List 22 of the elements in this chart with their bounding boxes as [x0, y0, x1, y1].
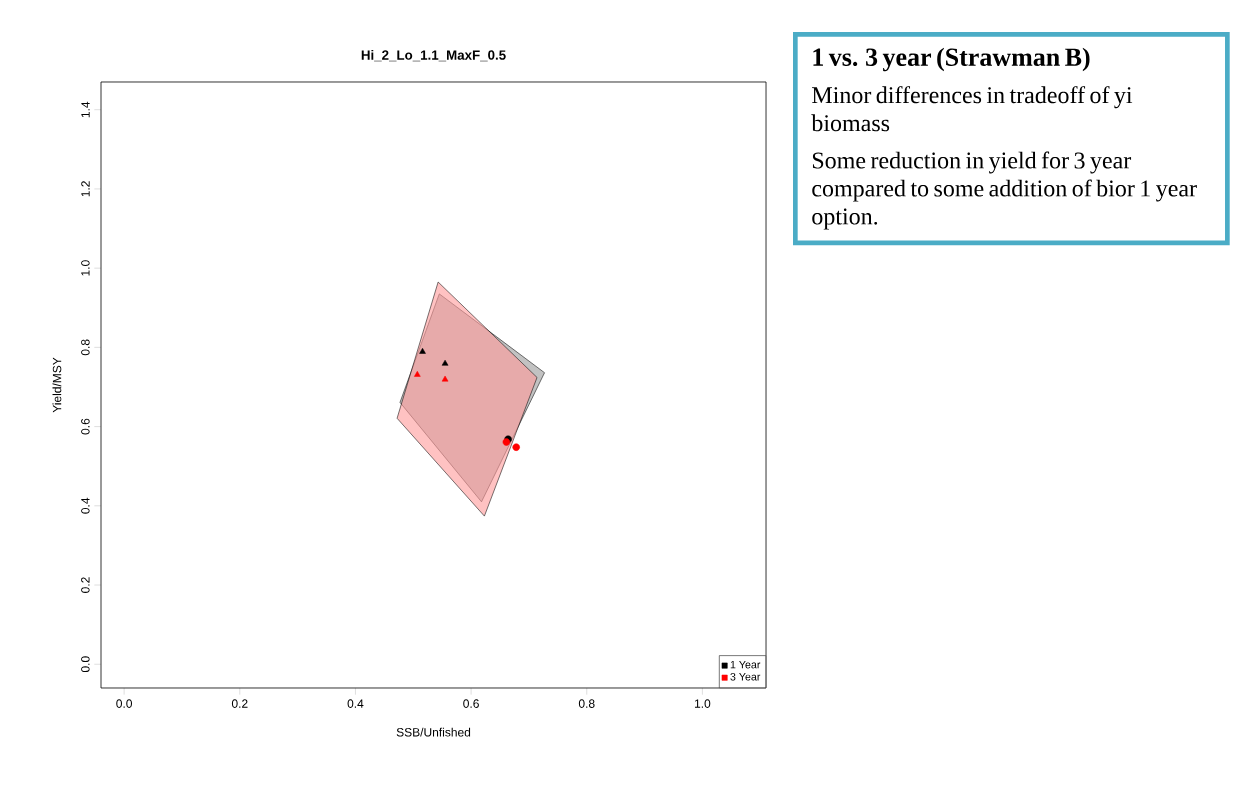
text: Minor differences in tradeoff of yi biomass [811, 86, 1133, 132]
x-tick-label: 0.4 [347, 699, 364, 708]
y-tick-label: 0.2 [81, 577, 90, 593]
y-tick-label: 0.8 [81, 339, 90, 356]
y-tick-label: 0.4 [81, 497, 90, 514]
legend-label: 1 Year [730, 660, 761, 669]
y-tick-label: 1.0 [81, 260, 90, 276]
text: Some reduction in yield for 3 year compared to some addition of bior 1 year option. [812, 151, 1197, 230]
y-axis-title: Yield/MSY [52, 357, 62, 413]
x-tick-label: 0.0 [116, 699, 133, 708]
legend-label: 3 Year [730, 672, 761, 681]
chart-title: Hi_2_Lo_1.1_MaxF_0.5 [361, 49, 506, 62]
x-tick-label: 0.2 [231, 699, 248, 708]
x-tick-label: 0.6 [463, 699, 479, 708]
text: 1 vs. 3 year (Strawman B) [813, 47, 1090, 72]
x-tick-label: 0.8 [578, 699, 595, 708]
y-tick-label: 0.0 [81, 656, 90, 673]
y-tick-label: 1.4 [81, 101, 90, 118]
x-tick-label: 1.0 [694, 699, 711, 708]
x-axis-title: SSB/Unfished [396, 727, 471, 737]
y-tick-label: 1.2 [81, 181, 90, 197]
y-tick-label: 0.6 [81, 418, 90, 435]
